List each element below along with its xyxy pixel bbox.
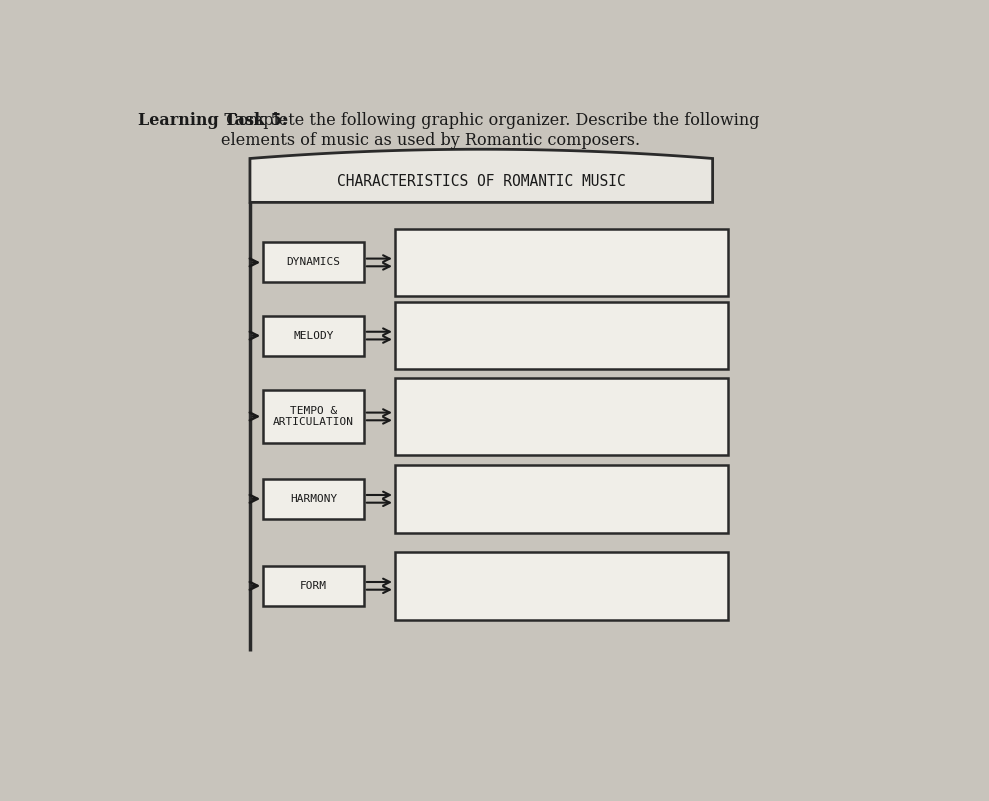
Bar [263,390,364,443]
Bar [263,316,364,356]
Text: FORM: FORM [300,581,327,591]
Text: TEMPO &
ARTICULATION: TEMPO & ARTICULATION [273,405,354,427]
Text: Complete the following graphic organizer. Describe the following
elements of mus: Complete the following graphic organizer… [222,112,760,149]
Bar [395,302,728,369]
Polygon shape [250,149,713,203]
Bar [263,243,364,283]
Bar [263,479,364,519]
Bar [395,378,728,455]
Bar [263,566,364,606]
Bar [395,552,728,620]
Text: CHARACTERISTICS OF ROMANTIC MUSIC: CHARACTERISTICS OF ROMANTIC MUSIC [337,175,626,190]
Bar [395,228,728,296]
Text: HARMONY: HARMONY [290,494,337,504]
Text: DYNAMICS: DYNAMICS [287,257,340,268]
Text: MELODY: MELODY [294,331,333,340]
Bar [395,465,728,533]
Text: Learning Task 5:: Learning Task 5: [137,112,288,129]
